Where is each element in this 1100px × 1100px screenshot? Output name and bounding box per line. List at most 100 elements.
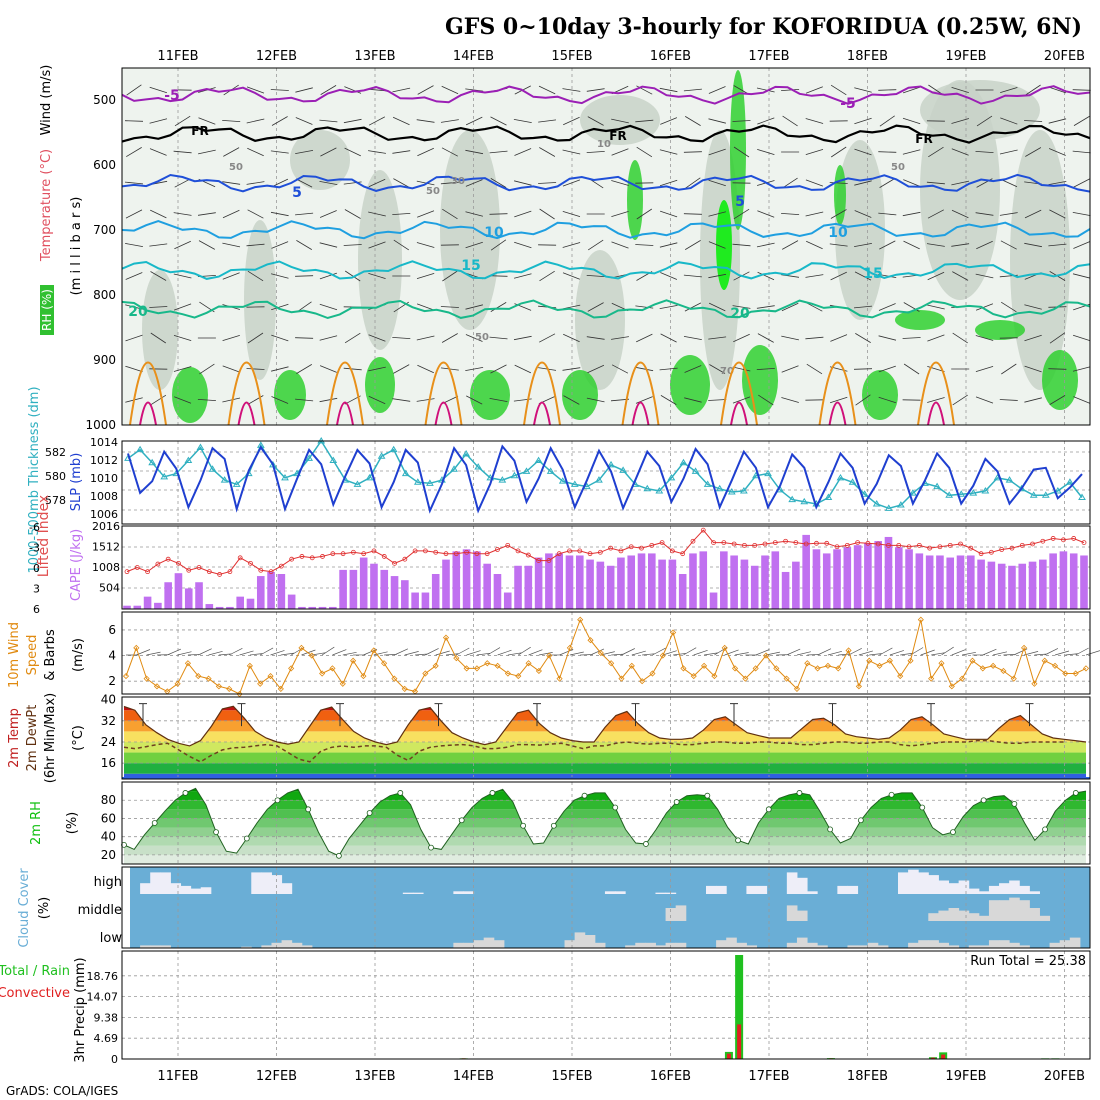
isotherm-line [121,299,1091,320]
lifted-index-marker [721,540,727,545]
wind-speed-marker [494,662,501,669]
cape-bar [678,574,687,609]
cloud-fraction-bar [958,880,970,894]
lifted-index-marker [453,551,459,557]
cloud-fraction-bar [716,940,727,948]
thickness-marker [703,480,712,487]
cape-bar [256,576,265,609]
wind-speed-marker [484,660,491,667]
cloud-fraction-bar [1069,937,1081,948]
wind-speed-marker [298,644,305,651]
rh-shading-region [1010,130,1070,390]
rh-tick-label: 60 [101,811,116,825]
cloud-fraction-bar [301,945,313,948]
cloud-fraction-bar [807,942,818,948]
cloud-fraction-bar [918,872,929,894]
lifted-index-marker [906,544,912,550]
slp-tick-label: 1014 [90,436,118,449]
cape-bar [720,551,728,609]
lifted-index-marker [937,544,943,550]
lifted-index-marker [783,538,788,544]
cloud-fraction-bar [978,891,990,894]
dewpoint-axis-label: 2m DewPt [25,705,40,772]
cloud-fraction-bar [190,888,202,894]
wind-speed-marker [876,662,883,669]
wind-speed-marker [597,649,604,657]
lifted-index-marker [433,549,439,555]
theta-contour [336,401,354,426]
cape-bar [174,573,183,609]
temperature-axis-label: Temperature (°C) [39,149,54,262]
top-date-label: 16FEB [650,49,691,64]
thickness-marker [389,445,398,453]
wind-speed-marker [804,660,811,667]
cloud-fraction-bar [786,942,798,948]
theta-contour [139,401,157,426]
wind-speed-marker [618,675,625,682]
temp-band [124,741,1086,753]
minmax-whisker [434,703,443,727]
lifted-index-marker [186,567,192,573]
cape-bar [1069,553,1078,609]
lifted-index-marker [217,572,223,577]
thickness-marker [824,493,833,500]
cape-bar [1080,555,1088,609]
lifted-index-marker [742,542,747,548]
pressure-tick-label: 600 [93,158,116,172]
cloud-fraction-bar [746,885,758,894]
lifted-index-marker [700,527,706,533]
wind-axis-label: (m/s) [71,638,86,672]
thickness-marker [148,458,157,466]
lifted-index-marker [896,542,902,548]
lifted-index-marker [865,540,871,546]
cloud-fraction-bar [564,940,576,948]
cape-bar [545,553,553,609]
thickness-marker [619,466,627,473]
lifted-index-marker [958,541,963,547]
cloud-fraction-bar [938,880,950,894]
cloud-fraction-bar [1039,915,1051,921]
wind-10m-panel [122,612,1100,698]
lifted-index-marker [752,542,758,548]
cloud-fraction-bar [1019,885,1030,894]
wind-speed-marker [639,678,646,685]
rh-shading-region [562,370,598,420]
wind-speed-marker [690,672,697,680]
lifted-index-marker [649,542,655,548]
wind-speed-marker [143,675,150,682]
top-date-label: 19FEB [945,49,986,64]
cloud-fraction-bar [847,885,859,894]
isotherm-line [121,124,1091,144]
cloud-fraction-bar [928,940,939,948]
lifted-index-marker [392,560,397,566]
cape-bar [215,606,224,609]
theta-contour [434,401,453,426]
minmax-whisker [1025,703,1034,727]
rh-shading-region [575,250,625,390]
wind-speed-marker [319,670,326,677]
temp-tick-label: 24 [101,735,116,749]
pressure-tick-label: 500 [93,93,116,107]
precip-convective-bar [737,1024,742,1059]
theta-contour [917,361,955,426]
cape-bar [267,571,275,609]
lifted-index-marker [1050,536,1056,541]
lifted-index-marker [1071,536,1077,541]
cape-bar [1028,561,1037,609]
cape-bar [781,571,790,609]
cloud-fraction-bar [604,891,616,894]
lifted-index-marker [423,548,428,554]
cloud-fraction-bar [483,937,495,948]
thickness-marker [933,482,941,490]
thickness-marker [413,478,422,485]
precip-convective-bar [941,1054,946,1059]
cape-bar [843,547,852,609]
wind-speed-marker [886,657,893,664]
isotherm-line [121,219,1091,240]
thickness-marker [208,465,217,472]
rh-marker [397,790,404,796]
cloud-fraction-bar [261,945,272,948]
wind-speed-marker [267,672,274,680]
cloud-fraction-bar [938,910,950,921]
bottom-date-label: 20FEB [1044,1069,1085,1084]
